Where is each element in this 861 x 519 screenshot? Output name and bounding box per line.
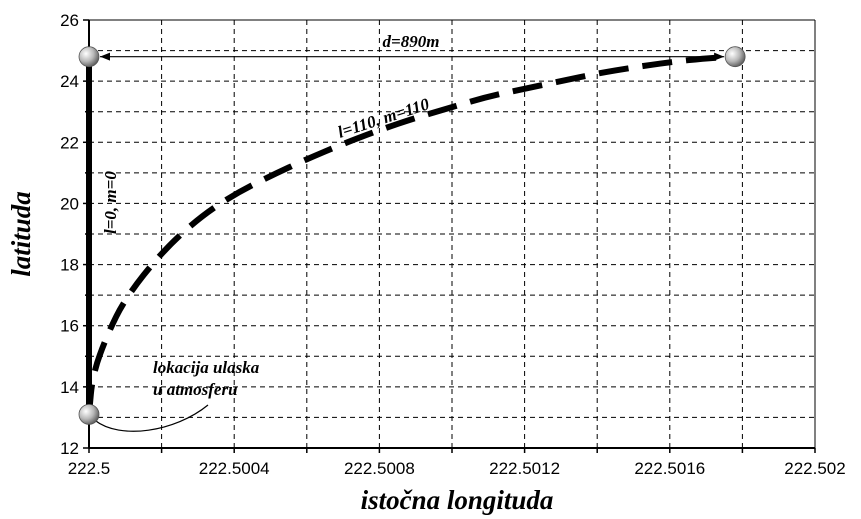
y-tick-label: 18 [60, 256, 79, 275]
grid-lines [89, 20, 815, 448]
x-tick-label: 222.5 [68, 459, 111, 478]
x-tick-label: 222.5016 [634, 459, 705, 478]
y-tick-label: 22 [60, 133, 79, 152]
distance-label: d=890m [383, 32, 440, 51]
y-tick-label: 16 [60, 317, 79, 336]
y-tick-label: 12 [60, 439, 79, 458]
y-tick-label: 24 [60, 72, 79, 91]
y-tick-label: 26 [60, 11, 79, 30]
x-tick-label: 222.5008 [344, 459, 415, 478]
y-tick-label: 14 [60, 378, 79, 397]
y-axis-title: latituda [6, 191, 36, 277]
x-axis-ticks: 222.5 222.5004 222.5008 222.5012 222.5016 222… [68, 448, 846, 478]
series-line-dashed [86, 53, 736, 415]
x-tick-label: 222.5012 [489, 459, 560, 478]
series-label-l110: l=110, m=110 [335, 94, 432, 142]
x-axis-title: istočna longituda [361, 485, 554, 515]
entry-leader-line [94, 404, 209, 432]
annotation-layer: d=890m l=110, m=110 l=0, m=0 lokacija ulask… [94, 32, 725, 432]
marker-sphere [78, 46, 100, 68]
x-tick-label: 222.5004 [199, 459, 270, 478]
y-axis-ticks: 12 14 16 18 20 22 24 26 [60, 11, 89, 458]
entry-location-label: lokacija ulaska [153, 358, 260, 377]
series-label-l0: l=0, m=0 [101, 171, 120, 234]
x-tick-label: 222.502 [784, 459, 845, 478]
marker-sphere [724, 46, 746, 68]
points-layer [78, 46, 746, 425]
y-tick-label: 20 [60, 194, 79, 213]
marker-sphere [78, 403, 100, 425]
entry-location-label: u atmosferu [153, 380, 238, 399]
series-layer [86, 53, 736, 415]
